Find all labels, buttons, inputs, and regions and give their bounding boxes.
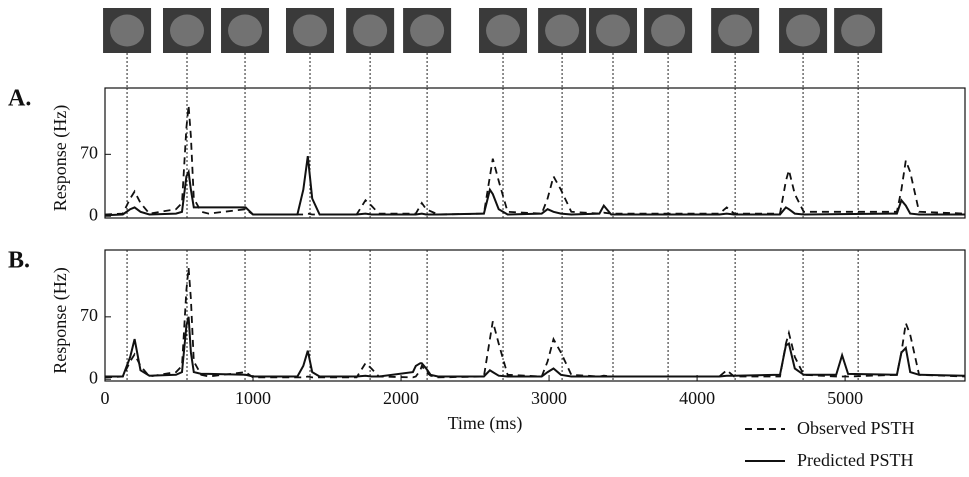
plot-frame (104, 249, 966, 382)
stimulus-image-content (293, 14, 328, 47)
legend-label: Observed PSTH (797, 418, 915, 438)
plot-frame (104, 87, 966, 219)
stimulus-image-content (545, 14, 580, 47)
stimulus-image-content (841, 14, 876, 47)
y-tick-label: 70 (80, 142, 98, 162)
x-tick-label: 1000 (235, 388, 271, 408)
stimulus-image-content (651, 14, 686, 47)
x-tick-label: 2000 (383, 388, 419, 408)
stimulus-image-content (718, 14, 753, 47)
x-axis-label: Time (ms) (448, 413, 523, 434)
x-tick-label: 0 (101, 388, 110, 408)
series-line (104, 155, 965, 217)
series-line (104, 105, 966, 216)
y-axis-label: Response (Hz) (50, 267, 71, 373)
series-line (105, 316, 966, 378)
y-tick-label: 0 (89, 367, 98, 387)
panel-label: B. (8, 248, 30, 274)
x-tick-label: 5000 (827, 388, 863, 408)
stimulus-image-content (110, 14, 145, 47)
stimulus-image-content (228, 14, 263, 47)
stimulus-image-content (786, 14, 821, 47)
stimulus-image-content (410, 14, 445, 47)
y-tick-label: 0 (89, 204, 98, 224)
legend-label: Predicted PSTH (797, 450, 914, 470)
x-tick-label: 3000 (531, 388, 567, 408)
x-tick-label: 4000 (679, 388, 715, 408)
stimulus-image-content (170, 14, 205, 47)
stimulus-image-content (353, 14, 388, 47)
stimulus-image-content (486, 14, 521, 47)
series-line (104, 267, 966, 379)
y-axis-label: Response (Hz) (50, 105, 71, 211)
stimulus-image-content (596, 14, 631, 47)
y-tick-label: 70 (80, 305, 98, 325)
panel-label: A. (8, 86, 31, 112)
